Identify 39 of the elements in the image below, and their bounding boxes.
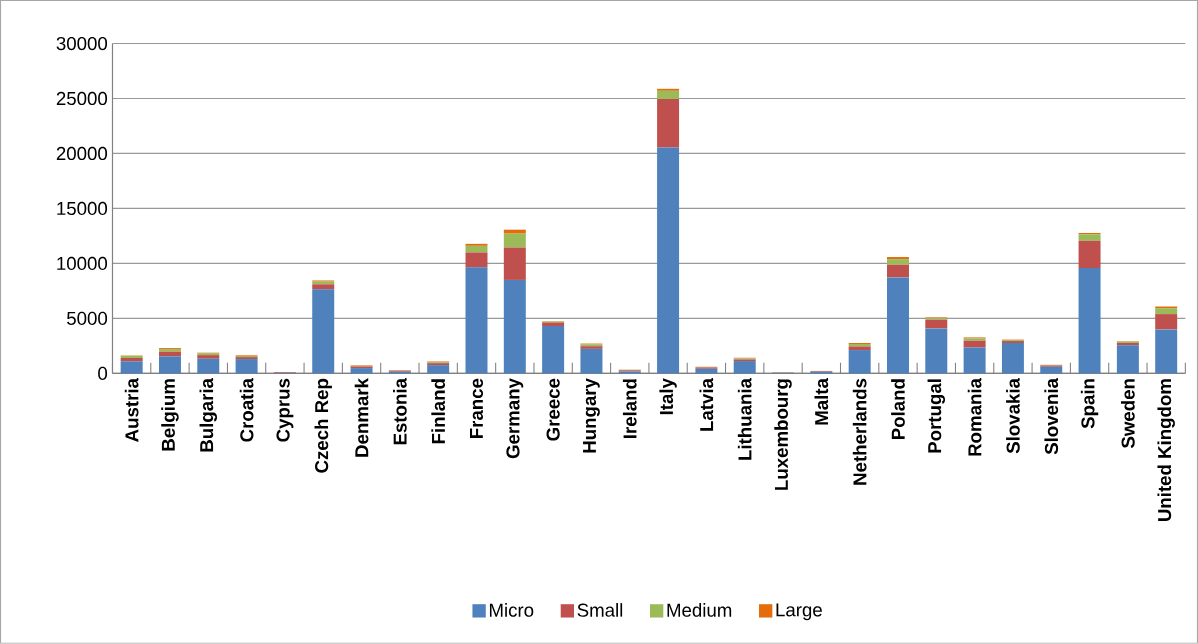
x-tick-label: Finland bbox=[431, 379, 446, 444]
x-tick-label: Austria bbox=[124, 378, 139, 443]
y-tick-label: 5000 bbox=[67, 311, 108, 326]
x-tick-label: Slovenia bbox=[1044, 378, 1059, 455]
x-tick-label: Czech Rep bbox=[314, 378, 332, 473]
x-tick-label: Croatia bbox=[239, 378, 254, 442]
x-tick-label: Poland bbox=[891, 379, 905, 440]
x-tick-label: Cyprus bbox=[276, 378, 294, 442]
y-tick-label: 10000 bbox=[57, 256, 108, 271]
y-tick-label: 25000 bbox=[56, 91, 108, 106]
legend-label: Large bbox=[776, 603, 822, 621]
x-tick-label: France bbox=[469, 378, 484, 439]
x-tick-label: Belgium bbox=[161, 379, 179, 451]
x-tick-label: Romania bbox=[967, 378, 982, 456]
x-tick-label: Greece bbox=[546, 378, 560, 441]
x-tick-label: Netherlands bbox=[852, 378, 867, 485]
x-tick-label: Hungary bbox=[583, 378, 600, 453]
x-tick-label: Latvia bbox=[699, 378, 714, 431]
x-tick-label: Ireland bbox=[622, 379, 637, 439]
x-tick-label: Spain bbox=[1080, 379, 1099, 429]
x-tick-label: Malta bbox=[814, 378, 829, 425]
legend-label: Small bbox=[577, 603, 623, 617]
y-tick-label: 15000 bbox=[57, 201, 108, 216]
x-tick-label: Estonia bbox=[393, 378, 407, 445]
legend-label: Medium bbox=[667, 603, 732, 617]
x-tick-label: Bulgaria bbox=[199, 378, 218, 452]
x-tick-label: Germany bbox=[506, 378, 524, 459]
y-tick-label: 30000 bbox=[56, 37, 108, 51]
x-tick-label: United Kingdom bbox=[1157, 379, 1175, 522]
x-tick-label: Denmark bbox=[354, 378, 369, 457]
x-tick-label: Italy bbox=[659, 378, 677, 415]
x-tick-label: Lithuania bbox=[737, 378, 752, 460]
y-tick-label: 0 bbox=[98, 366, 108, 381]
x-tick-label: Slovakia bbox=[1006, 378, 1020, 454]
x-tick-label: Portugal bbox=[927, 379, 946, 453]
legend-label: Micro bbox=[489, 603, 534, 617]
y-tick-label: 20000 bbox=[56, 146, 108, 161]
x-tick-label: Sweden bbox=[1121, 379, 1135, 449]
x-tick-label: Luxembourg bbox=[774, 379, 792, 490]
